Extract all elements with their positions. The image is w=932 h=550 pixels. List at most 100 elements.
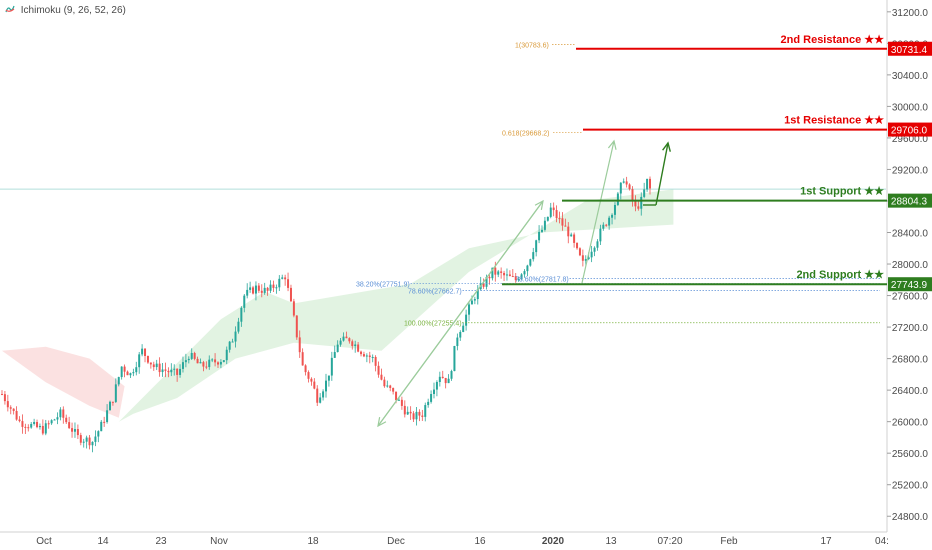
candle	[76, 429, 79, 436]
candle	[605, 224, 608, 226]
y-tick-label: 25600.0	[892, 449, 929, 460]
candle	[269, 284, 272, 291]
candle	[564, 225, 567, 227]
candle	[634, 200, 637, 207]
candle	[6, 401, 9, 408]
candle	[94, 436, 97, 442]
candle	[234, 331, 237, 342]
fib-label: 78.60%(27662.7)	[408, 289, 462, 296]
candle	[578, 248, 581, 256]
candle	[36, 421, 39, 428]
y-tick-label: 31200.0	[892, 8, 929, 19]
candle	[164, 369, 167, 371]
candle	[228, 341, 231, 350]
candle	[287, 279, 290, 288]
candle	[374, 356, 377, 366]
candle	[173, 368, 176, 370]
candle	[243, 295, 246, 308]
candle	[146, 355, 149, 363]
level-price-label: 29706.0	[891, 126, 928, 137]
candle	[252, 287, 255, 294]
indicator-legend[interactable]: Ichimoku (9, 26, 52, 26)	[5, 4, 126, 16]
candle	[9, 407, 12, 409]
candle	[68, 422, 71, 429]
candle	[322, 391, 325, 398]
candle	[18, 419, 21, 422]
candle	[403, 405, 406, 415]
candle	[435, 382, 438, 390]
candle	[602, 224, 605, 229]
candle	[371, 356, 374, 358]
candle	[520, 274, 523, 280]
candle	[254, 285, 257, 294]
candle	[503, 272, 506, 276]
candle	[447, 378, 450, 384]
candle	[424, 405, 427, 417]
candle	[333, 352, 336, 358]
candle	[149, 362, 152, 365]
x-tick-label: 17	[820, 536, 832, 547]
candle	[552, 207, 555, 211]
candle	[418, 411, 421, 416]
trend-arrow-down	[377, 200, 544, 427]
candle	[345, 336, 348, 339]
candle	[298, 337, 301, 353]
candle	[640, 196, 643, 209]
level-price-tag	[888, 193, 932, 208]
candle	[325, 380, 327, 392]
y-tick-label: 27600.0	[892, 292, 929, 303]
fib-label: 1(30783.6)	[515, 43, 549, 50]
candle	[111, 401, 114, 403]
price-axis	[887, 0, 932, 550]
candle	[219, 361, 222, 365]
candle	[336, 344, 339, 353]
candle	[415, 411, 418, 420]
fib-label: 0.618(29668.2)	[502, 131, 549, 138]
candle	[482, 283, 485, 287]
candle	[622, 181, 625, 183]
candle	[91, 441, 94, 446]
candle	[599, 228, 602, 242]
candle	[465, 314, 468, 326]
candle	[511, 276, 514, 278]
candle	[360, 351, 363, 355]
candle	[541, 229, 543, 232]
candle	[152, 364, 155, 368]
candle	[462, 325, 465, 332]
candle	[330, 357, 333, 376]
candle	[573, 234, 576, 243]
candle	[117, 377, 120, 385]
y-tick-label: 29600.0	[892, 134, 929, 145]
trend-arrow-up-2-head	[607, 139, 617, 150]
candle	[613, 204, 616, 215]
candle	[616, 193, 619, 205]
indicator-label: Ichimoku (9, 26, 52, 26)	[20, 5, 126, 16]
candle	[400, 399, 403, 406]
candle	[222, 360, 225, 362]
candle	[202, 362, 205, 367]
candle	[543, 220, 546, 230]
x-tick-label: 07:20	[657, 536, 682, 547]
candle	[266, 287, 269, 291]
candle	[362, 354, 365, 357]
candle	[368, 355, 371, 358]
y-tick-label: 27200.0	[892, 323, 929, 334]
y-tick-label: 28000.0	[892, 260, 929, 271]
candle	[619, 182, 622, 194]
candle	[249, 287, 252, 290]
candle	[427, 401, 430, 406]
candle	[27, 427, 30, 429]
level-price-label: 27743.9	[891, 280, 928, 291]
candle	[50, 420, 53, 424]
candle	[631, 189, 634, 201]
candle	[30, 423, 33, 428]
candles-group	[1, 176, 651, 453]
x-tick-label: 14	[97, 536, 109, 547]
candle	[549, 207, 552, 217]
candle	[470, 300, 473, 305]
target-arrow	[655, 142, 669, 206]
candle	[114, 384, 117, 402]
candle	[208, 359, 211, 368]
candle	[292, 301, 295, 316]
